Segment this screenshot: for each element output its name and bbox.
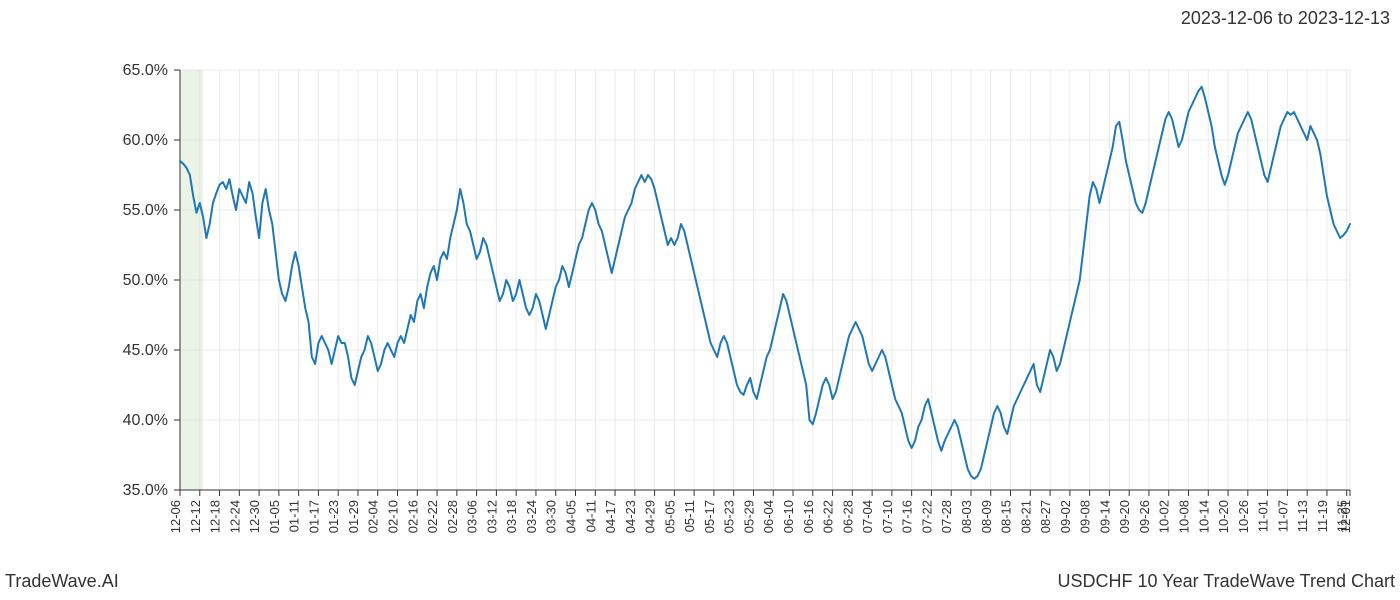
x-tick-label: 10-20 bbox=[1216, 500, 1231, 533]
x-tick-label: 09-08 bbox=[1078, 500, 1093, 533]
x-tick-label: 02-10 bbox=[386, 500, 401, 533]
x-tick-label: 02-16 bbox=[405, 500, 420, 533]
y-tick-label: 55.0% bbox=[123, 202, 168, 219]
footer-chart-title: USDCHF 10 Year TradeWave Trend Chart bbox=[1058, 571, 1395, 592]
x-tick-label: 12-24 bbox=[227, 500, 242, 533]
x-tick-label: 12-18 bbox=[208, 500, 223, 533]
x-tick-label: 02-04 bbox=[366, 500, 381, 533]
x-tick-label: 05-17 bbox=[702, 500, 717, 533]
x-tick-label: 07-28 bbox=[939, 500, 954, 533]
x-tick-label: 08-27 bbox=[1038, 500, 1053, 533]
x-tick-label: 01-29 bbox=[346, 500, 361, 533]
x-tick-label: 01-23 bbox=[326, 500, 341, 533]
x-tick-label: 08-09 bbox=[979, 500, 994, 533]
x-tick-label: 12-12 bbox=[188, 500, 203, 533]
x-tick-label: 10-26 bbox=[1236, 500, 1251, 533]
x-tick-label: 08-15 bbox=[999, 500, 1014, 533]
x-tick-label: 01-11 bbox=[287, 500, 302, 532]
x-tick-label: 05-29 bbox=[741, 500, 756, 533]
x-tick-label: 04-17 bbox=[603, 500, 618, 533]
y-tick-label: 50.0% bbox=[123, 272, 168, 289]
x-tick-label: 07-10 bbox=[880, 500, 895, 533]
x-tick-label: 10-08 bbox=[1177, 500, 1192, 533]
x-tick-label: 04-23 bbox=[623, 500, 638, 533]
y-tick-label: 40.0% bbox=[123, 412, 168, 429]
x-tick-label: 03-12 bbox=[484, 500, 499, 533]
x-tick-label: 06-22 bbox=[821, 500, 836, 533]
x-tick-label: 05-11 bbox=[682, 500, 697, 532]
x-tick-label: 06-28 bbox=[840, 500, 855, 533]
y-tick-label: 60.0% bbox=[123, 132, 168, 149]
x-tick-label: 06-04 bbox=[761, 500, 776, 533]
x-tick-label: 07-04 bbox=[860, 500, 875, 533]
x-tick-label: 09-26 bbox=[1137, 500, 1152, 533]
x-tick-label: 09-14 bbox=[1097, 500, 1112, 533]
x-tick-label: 03-24 bbox=[524, 500, 539, 533]
x-tick-label: 08-03 bbox=[959, 500, 974, 533]
x-tick-label: 12-01 bbox=[1338, 500, 1353, 533]
y-tick-label: 45.0% bbox=[123, 342, 168, 359]
x-tick-label: 05-23 bbox=[722, 500, 737, 533]
x-tick-label: 02-22 bbox=[425, 500, 440, 533]
x-tick-label: 02-28 bbox=[445, 500, 460, 533]
x-tick-label: 12-30 bbox=[247, 500, 262, 533]
x-tick-label: 10-02 bbox=[1157, 500, 1172, 533]
x-tick-label: 03-30 bbox=[544, 500, 559, 533]
trend-chart: 35.0% 40.0% 45.0% 50.0% 55.0% 60.0% 65.0% 12-06… bbox=[0, 40, 1400, 560]
x-tick-label: 04-11 bbox=[583, 500, 598, 532]
x-tick-label: 07-16 bbox=[900, 500, 915, 533]
x-tick-label: 01-17 bbox=[306, 500, 321, 533]
x-tick-label: 06-16 bbox=[801, 500, 816, 533]
x-tick-label: 08-21 bbox=[1018, 500, 1033, 533]
x-tick-label: 06-10 bbox=[781, 500, 796, 533]
x-tick-label: 09-20 bbox=[1117, 500, 1132, 533]
y-tick-label: 65.0% bbox=[123, 62, 168, 79]
x-tick-label: 03-18 bbox=[504, 500, 519, 533]
x-tick-label: 07-22 bbox=[919, 500, 934, 533]
x-tick-label: 11-13 bbox=[1295, 500, 1310, 532]
x-tick-label: 05-05 bbox=[662, 500, 677, 533]
x-tick-label: 11-07 bbox=[1275, 500, 1290, 532]
footer-brand: TradeWave.AI bbox=[5, 571, 119, 592]
x-tick-label: 10-14 bbox=[1196, 500, 1211, 533]
x-tick-label: 04-05 bbox=[563, 500, 578, 533]
chart-svg: 35.0% 40.0% 45.0% 50.0% 55.0% 60.0% 65.0% 12-06… bbox=[0, 40, 1400, 560]
x-tick-label: 01-05 bbox=[267, 500, 282, 533]
x-tick-label: 03-06 bbox=[465, 500, 480, 533]
x-tick-label: 11-01 bbox=[1256, 500, 1271, 532]
x-tick-label: 11-19 bbox=[1315, 500, 1330, 532]
x-tick-label: 04-29 bbox=[643, 500, 658, 533]
date-range-label: 2023-12-06 to 2023-12-13 bbox=[1181, 8, 1390, 29]
x-tick-label: 09-02 bbox=[1058, 500, 1073, 533]
x-tick-label: 12-06 bbox=[168, 500, 183, 533]
y-tick-label: 35.0% bbox=[123, 482, 168, 499]
